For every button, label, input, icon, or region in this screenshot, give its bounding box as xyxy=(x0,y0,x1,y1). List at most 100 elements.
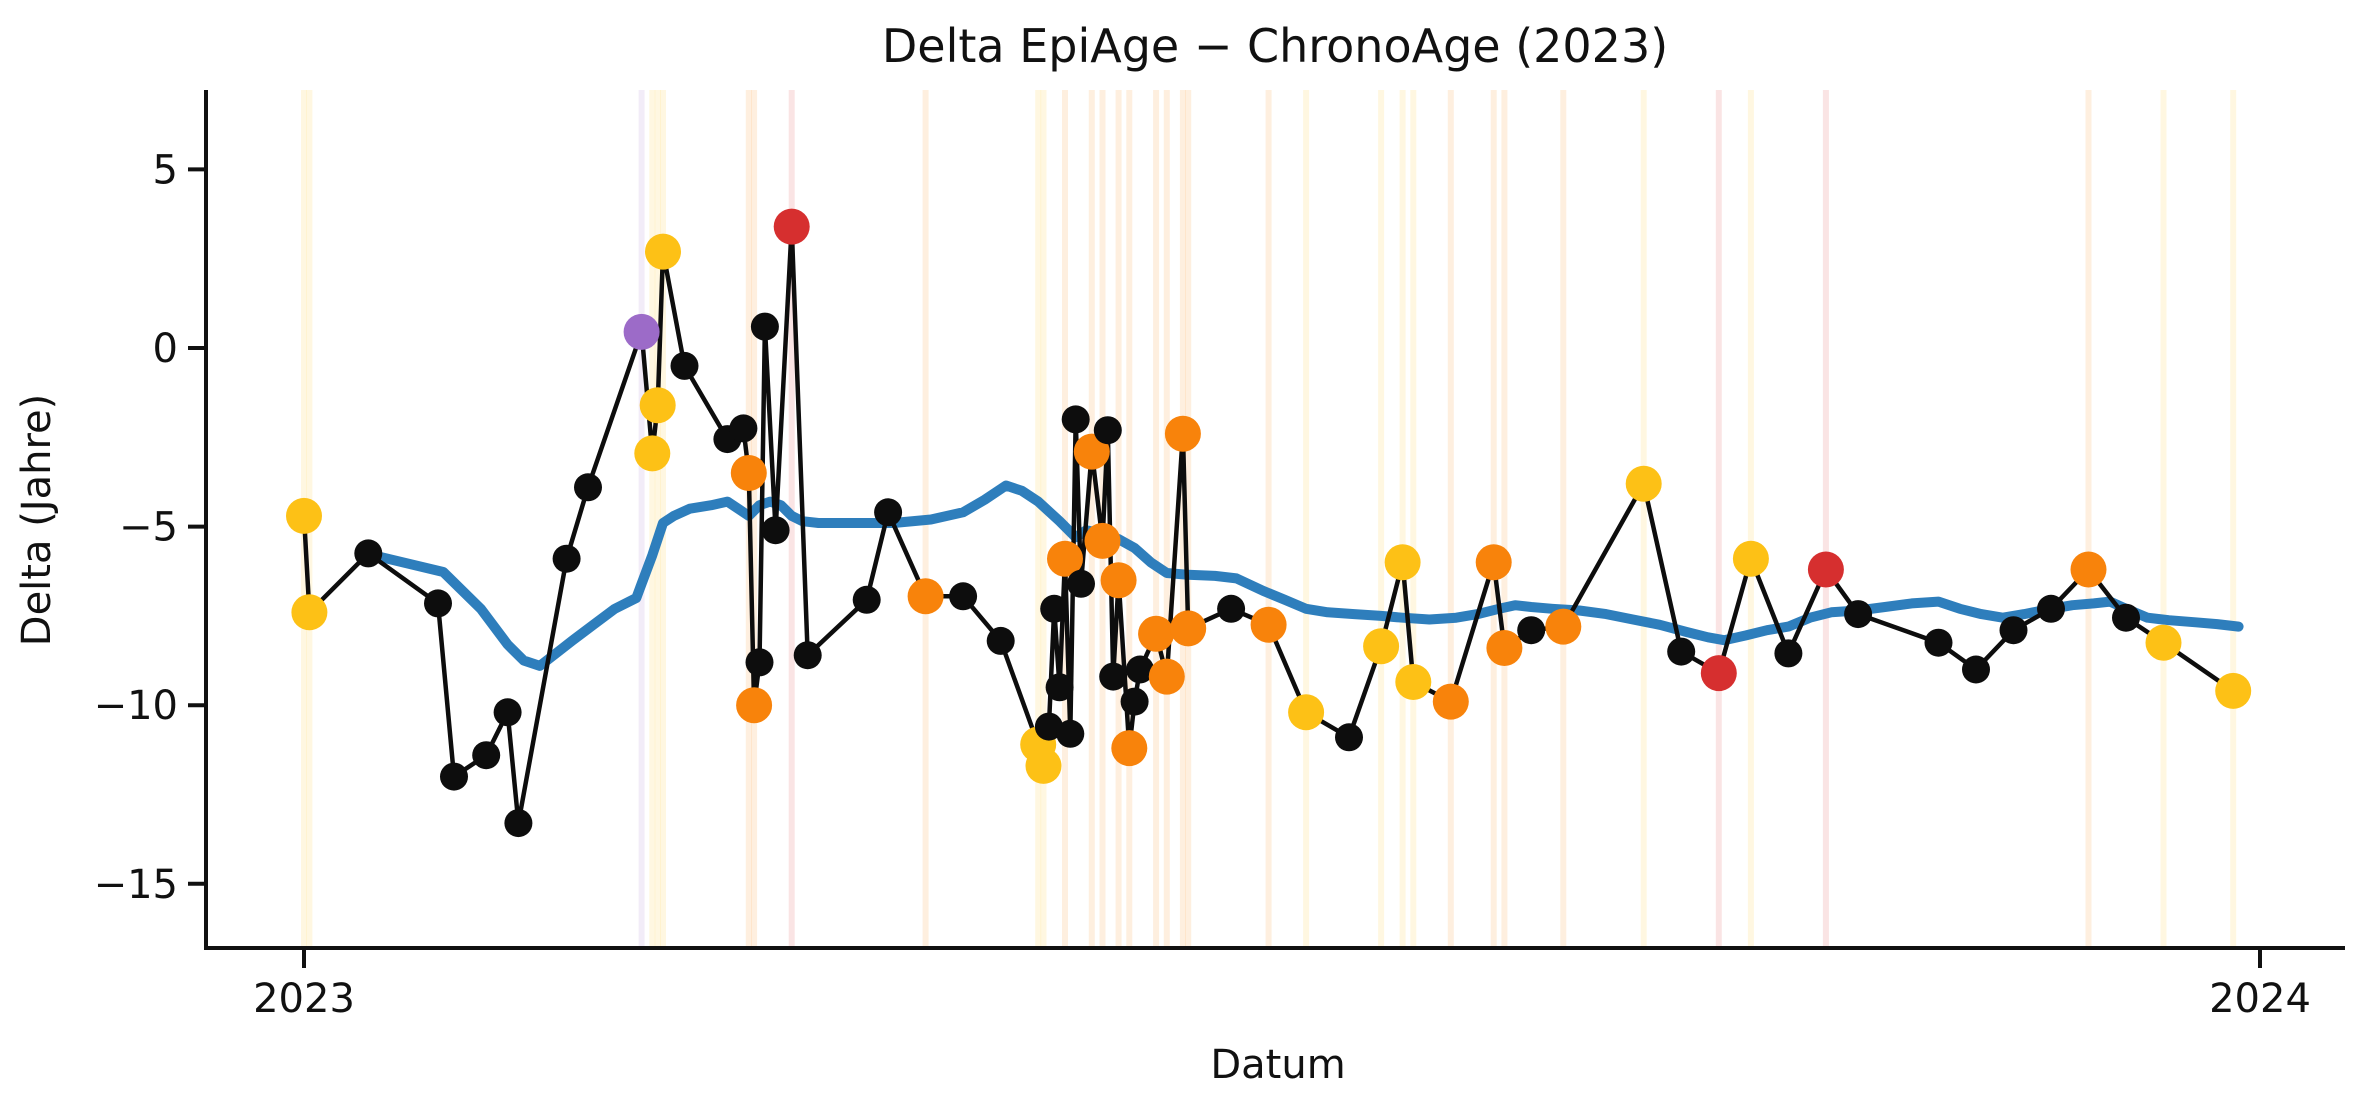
data-point-yellow xyxy=(634,435,671,472)
data-point-black xyxy=(424,589,452,618)
data-point-yellow xyxy=(1625,465,1662,502)
data-point-red xyxy=(1700,655,1737,692)
data-point-black xyxy=(1667,637,1696,666)
y-tick-label: −15 xyxy=(94,862,178,908)
tick-label-layer: 5 0 −5 −10 −15 2023 2024 xyxy=(94,147,2311,1022)
event-band xyxy=(2160,90,2167,948)
data-point-black xyxy=(1061,405,1090,434)
data-point-yellow xyxy=(645,233,681,270)
data-point-black xyxy=(949,582,978,611)
data-point-black xyxy=(761,516,790,545)
data-point-black xyxy=(1045,673,1074,702)
event-band xyxy=(1126,90,1133,948)
y-axis-label: Delta (Jahre) xyxy=(14,394,60,646)
event-band xyxy=(1115,90,1122,948)
event-bands-layer xyxy=(301,90,2237,948)
y-tick-label: −5 xyxy=(119,505,178,551)
event-band xyxy=(1447,90,1454,948)
data-point-yellow xyxy=(639,387,676,424)
event-band xyxy=(1062,90,1068,948)
data-point-black xyxy=(1924,628,1953,657)
x-tick-label: 2024 xyxy=(2209,976,2311,1022)
data-point-black xyxy=(1774,639,1803,668)
data-point-orange xyxy=(1545,608,1582,645)
data-point-black xyxy=(1056,719,1085,748)
event-band xyxy=(1715,90,1722,948)
data-point-yellow xyxy=(1025,747,1062,784)
event-band xyxy=(2230,90,2237,948)
data-point-black xyxy=(670,351,699,380)
event-band xyxy=(1822,90,1829,948)
data-point-yellow xyxy=(1395,664,1432,700)
axes-layer xyxy=(188,90,2345,968)
x-tick-label: 2023 xyxy=(253,976,355,1022)
data-point-orange xyxy=(736,687,773,724)
data-point-black xyxy=(750,312,779,341)
data-point-black xyxy=(1517,616,1546,645)
data-point-black xyxy=(793,641,822,670)
data-points-layer xyxy=(286,208,2252,838)
data-point-red xyxy=(1807,551,1844,588)
data-point-orange xyxy=(1073,433,1110,470)
x-axis-label: Datum xyxy=(1210,1042,1345,1088)
data-point-orange xyxy=(907,578,944,615)
y-tick-label: −10 xyxy=(94,683,178,729)
event-band xyxy=(1501,90,1508,948)
event-band xyxy=(1303,90,1310,948)
data-point-black xyxy=(852,585,881,614)
event-band xyxy=(1378,90,1385,948)
event-band xyxy=(2085,90,2092,948)
data-point-orange xyxy=(2070,551,2107,588)
data-point-black xyxy=(874,498,903,527)
event-band xyxy=(1185,90,1192,948)
data-point-orange xyxy=(1475,544,1512,581)
data-point-black xyxy=(440,762,468,791)
data-point-black xyxy=(493,698,522,727)
data-point-yellow xyxy=(1288,694,1325,731)
data-point-black xyxy=(2037,594,2065,623)
event-band xyxy=(1163,90,1170,948)
data-point-orange xyxy=(1250,606,1287,643)
data-point-red xyxy=(773,208,810,245)
data-point-orange xyxy=(1100,562,1137,599)
data-point-black xyxy=(354,539,383,568)
event-band xyxy=(649,90,656,948)
event-band xyxy=(1399,90,1406,948)
event-band xyxy=(1640,90,1647,948)
rolling-mean-line xyxy=(363,480,2244,671)
data-point-orange xyxy=(730,455,767,491)
data-point-black xyxy=(1067,569,1095,598)
data-point-black xyxy=(1217,594,1246,623)
data-point-black xyxy=(1844,600,1873,629)
data-point-black xyxy=(745,648,774,677)
y-tick-label: 0 xyxy=(153,326,178,372)
data-point-black xyxy=(1099,662,1128,691)
data-point-orange xyxy=(1084,522,1121,559)
data-point-orange xyxy=(1148,658,1185,695)
data-point-black xyxy=(504,809,533,838)
event-band xyxy=(1040,90,1047,948)
data-point-orange xyxy=(1138,615,1175,652)
data-point-orange xyxy=(1111,730,1148,767)
data-point-purple xyxy=(623,313,660,350)
data-point-yellow xyxy=(2145,624,2182,661)
event-band xyxy=(638,90,645,948)
data-point-black xyxy=(472,741,501,770)
chart-title: Delta EpiAge − ChronoAge (2023) xyxy=(882,19,1668,73)
data-point-black xyxy=(1962,655,1990,684)
event-band xyxy=(1490,90,1497,948)
y-tick-label: 5 xyxy=(153,147,178,193)
event-band xyxy=(1410,90,1417,948)
data-point-yellow xyxy=(291,594,328,631)
event-band xyxy=(1560,90,1567,948)
rolling-mean-layer xyxy=(363,480,2244,671)
data-point-black xyxy=(1040,594,1069,623)
data-point-orange xyxy=(1432,683,1469,720)
event-band xyxy=(654,90,661,948)
data-point-orange xyxy=(1164,415,1201,452)
event-band xyxy=(1179,90,1186,948)
data-point-black xyxy=(1335,723,1363,752)
data-point-black xyxy=(552,544,581,573)
